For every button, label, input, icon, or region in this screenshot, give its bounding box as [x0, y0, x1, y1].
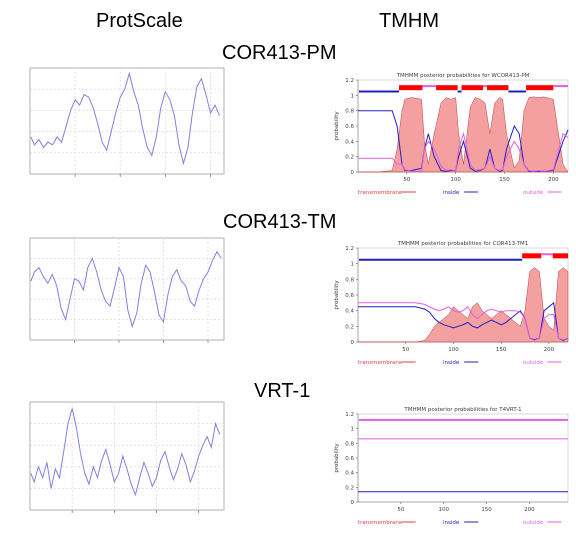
topology-tm-segment	[526, 85, 554, 91]
topology-tm-segment	[486, 85, 509, 91]
plot-frame	[29, 67, 225, 175]
x-tick-label: 100	[450, 177, 461, 183]
y-axis-label: probability	[334, 280, 340, 310]
y-tick-label: 0.6	[345, 124, 354, 130]
x-tick-label: 200	[548, 177, 559, 183]
topology-tm-segment	[522, 253, 542, 259]
chart-title: TMHMM posterior probabilities for WCOR41…	[396, 73, 530, 79]
protscale-chart-cor413-tm	[29, 237, 225, 343]
x-tick-label: 150	[481, 507, 492, 513]
topology-tm-segment	[399, 85, 423, 91]
tmhmm-chart-cor413-pm: TMHMM posterior probabilities for WCOR41…	[334, 73, 569, 196]
transmembrane-area	[358, 96, 569, 173]
legend-label: inside	[443, 360, 460, 366]
x-tick-label: 200	[524, 507, 535, 513]
y-tick-label: 1	[351, 427, 355, 433]
y-tick-label: 0	[351, 340, 355, 346]
tmhmm-chart-cor413-tm: TMHMM posterior probabilities for COR413…	[334, 241, 569, 366]
y-tick-label: 1	[351, 93, 355, 99]
row-label-vrt-1: VRT-1	[254, 380, 311, 402]
x-tick-label: 50	[402, 347, 409, 353]
y-tick-label: 0.2	[345, 485, 354, 491]
y-tick-label: 0.8	[345, 277, 354, 283]
x-tick-label: 200	[544, 347, 555, 353]
y-tick-label: 1.2	[345, 246, 354, 252]
legend-label: inside	[443, 520, 460, 526]
y-tick-label: 1.2	[345, 412, 354, 418]
y-tick-label: 0	[351, 500, 355, 506]
y-tick-label: 0.4	[345, 309, 354, 315]
topology-tm-segment	[552, 253, 568, 259]
outside-line	[358, 131, 569, 172]
legend-label: outside	[523, 360, 544, 366]
topology-tm-segment	[436, 85, 458, 91]
x-tick-label: 100	[448, 347, 459, 353]
y-axis-label: probability	[334, 111, 340, 141]
row-label-cor413-tm: COR413-TM	[223, 211, 337, 233]
y-tick-label: 1	[351, 262, 355, 268]
x-tick-label: 150	[496, 347, 507, 353]
y-axis-label: probability	[334, 443, 340, 473]
row-label-cor413-pm: COR413-PM	[222, 42, 337, 64]
y-tick-label: 0.2	[345, 155, 354, 161]
legend-label: transmembrane	[358, 190, 403, 196]
chart-title: TMHMM posterior probabilities for T4VRT-…	[403, 407, 521, 413]
y-tick-label: 0.4	[345, 139, 354, 145]
y-tick-label: 0.6	[345, 456, 354, 462]
legend-label: transmembrane	[358, 520, 403, 526]
legend-label: transmembrane	[358, 360, 403, 366]
hydropathy-line	[30, 250, 222, 329]
protscale-chart-vrt-1	[29, 401, 225, 513]
topology-tm-segment	[461, 85, 484, 91]
protscale-header: ProtScale	[96, 10, 183, 32]
plot-frame	[29, 401, 225, 511]
legend-label: outside	[523, 190, 544, 196]
chart-title: TMHMM posterior probabilities for COR413…	[397, 241, 528, 247]
hydropathy-line	[30, 408, 221, 497]
legend-label: inside	[443, 190, 460, 196]
tmhmm-chart-vrt-1: TMHMM posterior probabilities for T4VRT-…	[334, 407, 569, 526]
protscale-chart-cor413-pm	[29, 67, 225, 177]
y-tick-label: 0.4	[345, 471, 354, 477]
transmembrane-area	[358, 267, 569, 343]
y-tick-label: 0.6	[345, 293, 354, 299]
x-tick-label: 100	[438, 507, 449, 513]
x-tick-label: 50	[397, 507, 404, 513]
x-tick-label: 50	[403, 177, 410, 183]
x-tick-label: 150	[499, 177, 510, 183]
outside-line	[358, 302, 569, 341]
plot-frame	[29, 237, 225, 341]
y-tick-label: 0.2	[345, 324, 354, 330]
tmhmm-header: TMHM	[379, 10, 439, 32]
y-tick-label: 1.2	[345, 78, 354, 84]
legend-label: outside	[523, 520, 544, 526]
inside-line	[358, 301, 569, 341]
y-tick-label: 0.8	[345, 109, 354, 115]
hydropathy-line	[30, 71, 220, 166]
y-tick-label: 0	[351, 170, 355, 176]
y-tick-label: 0.8	[345, 441, 354, 447]
plot-frame	[357, 413, 569, 503]
